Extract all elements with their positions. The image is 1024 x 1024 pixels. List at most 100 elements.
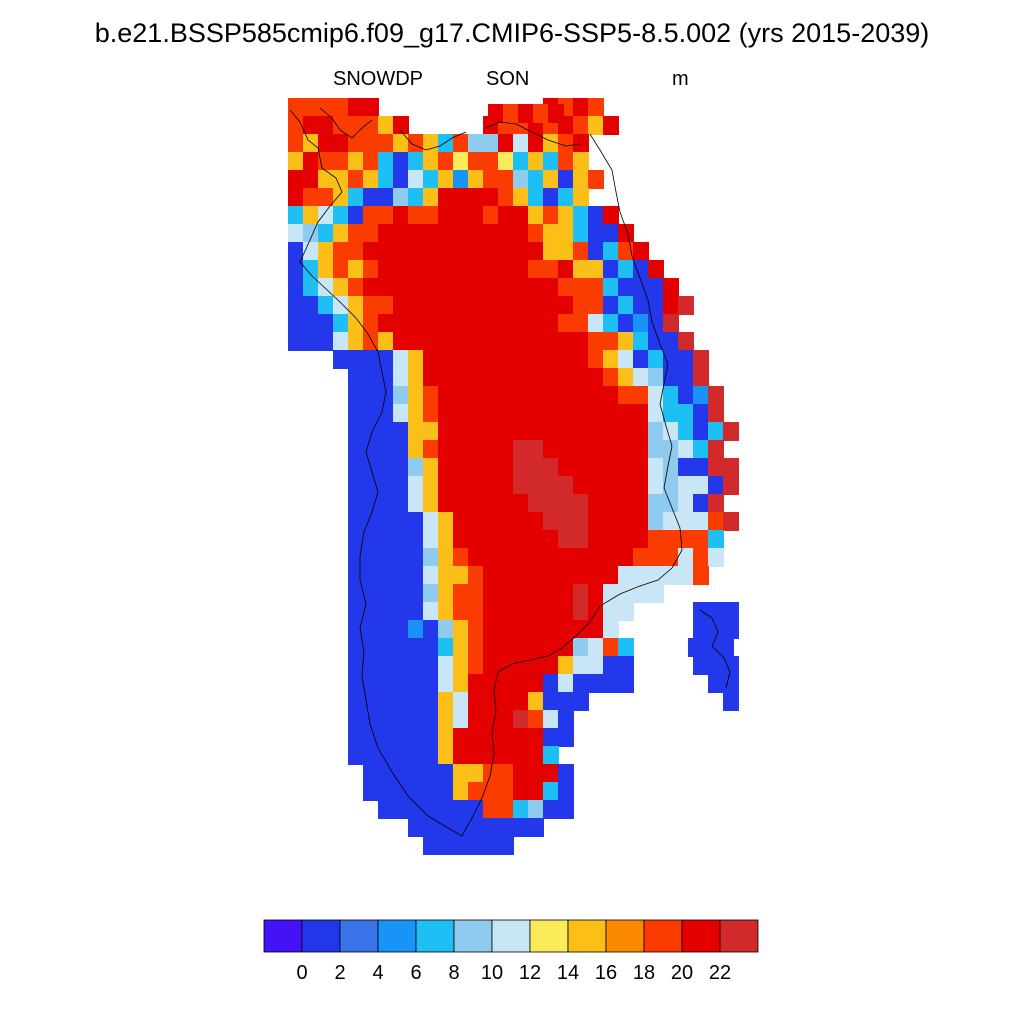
- map-cell: [528, 674, 544, 693]
- map-cells: [288, 98, 739, 855]
- map-cell: [498, 296, 514, 315]
- map-cell: [588, 242, 604, 261]
- map-cell: [348, 476, 364, 495]
- map-cell: [468, 242, 484, 261]
- map-cell: [483, 656, 499, 675]
- map-cell: [348, 314, 364, 333]
- map-cell: [348, 116, 364, 135]
- colorbar-label: 8: [448, 962, 460, 984]
- map-cell: [453, 584, 469, 603]
- map-cell: [408, 278, 424, 297]
- map-cell: [303, 332, 319, 351]
- map-cell: [483, 206, 499, 225]
- map-cell: [558, 260, 574, 279]
- map-cell: [588, 674, 604, 693]
- map-cell: [453, 440, 469, 459]
- map-cell: [303, 278, 319, 297]
- map-cell: [438, 710, 454, 729]
- map-cell: [543, 350, 559, 369]
- map-cell: [588, 386, 604, 405]
- map-cell: [408, 566, 424, 585]
- map-cell: [408, 332, 424, 351]
- map-cell: [648, 512, 664, 531]
- map-cell: [528, 512, 544, 531]
- map-cell: [513, 278, 529, 297]
- coastline-segment: [699, 609, 731, 689]
- map-cell: [558, 332, 574, 351]
- map-cell: [543, 170, 559, 189]
- map-cell: [378, 458, 394, 477]
- map-cell: [438, 260, 454, 279]
- map-cell: [528, 350, 544, 369]
- map-cell: [558, 188, 574, 207]
- map-cell: [588, 620, 604, 639]
- map-cell: [303, 152, 319, 171]
- map-cell: [543, 368, 559, 387]
- map-cell: [498, 278, 514, 297]
- map-cell: [693, 404, 709, 423]
- map-cell: [633, 404, 649, 423]
- map-cell: [618, 332, 634, 351]
- map-cell: [408, 386, 424, 405]
- map-cell: [513, 332, 529, 351]
- map-cell: [303, 260, 319, 279]
- map-cell: [528, 170, 544, 189]
- map-cell: [453, 656, 469, 675]
- map-cell: [408, 422, 424, 441]
- map-cell: [573, 170, 589, 189]
- map-cell: [648, 494, 664, 513]
- map-cell: [648, 584, 664, 603]
- map-cell: [588, 350, 604, 369]
- map-cell: [543, 296, 559, 315]
- map-cell: [453, 278, 469, 297]
- map-cell: [393, 332, 409, 351]
- map-cell: [588, 494, 604, 513]
- map-cell: [318, 170, 334, 189]
- map-cell: [378, 134, 394, 153]
- map-cell: [438, 440, 454, 459]
- map-cell: [633, 296, 649, 315]
- map-cell: [363, 170, 379, 189]
- map-cell: [393, 566, 409, 585]
- map-cell: [498, 422, 514, 441]
- map-cell: [708, 530, 724, 549]
- map-cell: [558, 512, 574, 531]
- map-cell: [393, 404, 409, 423]
- map-cell: [393, 386, 409, 405]
- map-cell: [483, 692, 499, 711]
- map-cell: [603, 458, 619, 477]
- map-cell: [288, 278, 304, 297]
- map-cell: [348, 296, 364, 315]
- map-cell: [723, 656, 739, 675]
- map-cell: [468, 656, 484, 675]
- map-cell: [543, 548, 559, 567]
- map-cell: [693, 422, 709, 441]
- map-cell: [453, 620, 469, 639]
- map-cell: [408, 692, 424, 711]
- map-cell: [438, 746, 454, 765]
- map-cell: [693, 494, 709, 513]
- map-cell: [483, 170, 499, 189]
- map-cell: [423, 566, 439, 585]
- map-cell: [423, 836, 439, 855]
- map-cell: [543, 656, 559, 675]
- map-cell: [303, 206, 319, 225]
- map-cell: [438, 188, 454, 207]
- map-cell: [498, 332, 514, 351]
- colorbar-swatch: [377, 919, 417, 953]
- colorbar-swatch: [453, 919, 493, 953]
- map-cell: [543, 584, 559, 603]
- map-cell: [573, 314, 589, 333]
- map-cell: [438, 422, 454, 441]
- map-cell: [363, 386, 379, 405]
- colorbar-label: 14: [556, 962, 580, 984]
- map-cell: [468, 710, 484, 729]
- map-cell: [363, 332, 379, 351]
- variable-label: SNOWDP: [333, 68, 423, 90]
- map-cell: [438, 494, 454, 513]
- map-cell: [333, 242, 349, 261]
- map-cell: [423, 800, 439, 819]
- map-cell: [483, 368, 499, 387]
- map-cell: [498, 656, 514, 675]
